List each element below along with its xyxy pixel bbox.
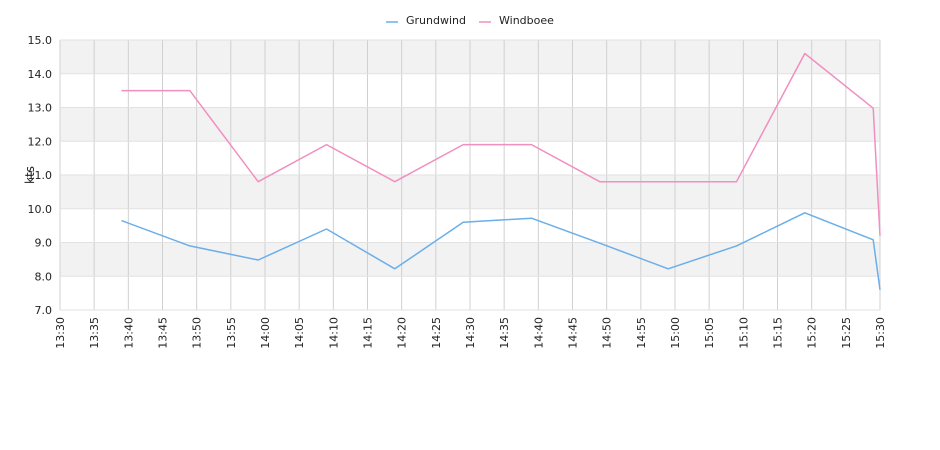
legend-label: Grundwind [406, 14, 466, 27]
x-tick-label: 13:35 [88, 317, 101, 349]
x-axis-ticks: 13:30 13:35 13:40 13:45 13:50 13:55 14:00 14:05… [54, 317, 887, 349]
series-lines [121, 52, 881, 290]
x-tick-label: 14:25 [430, 317, 443, 349]
x-tick-label: 15:10 [737, 317, 750, 349]
x-tick-label: 15:25 [840, 317, 853, 349]
y-tick-label: 11.0 [28, 169, 53, 182]
y-tick-label: 12.0 [28, 135, 53, 148]
x-tick-label: 14:10 [327, 317, 340, 349]
y-grid-lines [60, 39, 880, 311]
x-tick-label: 14:15 [362, 317, 375, 349]
x-tick-label: 14:30 [464, 317, 477, 349]
legend: Grundwind Windboee [386, 14, 554, 27]
y-tick-label: 15.0 [28, 34, 53, 47]
x-tick-label: 14:00 [259, 317, 272, 349]
x-tick-label: 15:00 [669, 317, 682, 349]
y-tick-label: 13.0 [28, 102, 53, 115]
x-tick-label: 15:20 [806, 317, 819, 349]
x-tick-label: 15:05 [703, 317, 716, 349]
y-tick-label: 8.0 [35, 270, 53, 283]
x-tick-label: 15:15 [772, 317, 785, 349]
x-tick-label: 14:35 [498, 317, 511, 349]
x-tick-label: 14:50 [601, 317, 614, 349]
x-tick-label: 14:45 [567, 317, 580, 349]
x-tick-label: 13:40 [122, 317, 135, 349]
legend-label: Windboee [499, 14, 554, 27]
x-tick-label: 14:55 [635, 317, 648, 349]
y-tick-label: 9.0 [35, 237, 53, 250]
x-tick-label: 14:20 [396, 317, 409, 349]
x-tick-label: 14:40 [532, 317, 545, 349]
x-tick-label: 13:45 [157, 317, 170, 349]
x-tick-label: 13:50 [191, 317, 204, 349]
y-tick-label: 7.0 [35, 304, 53, 317]
x-tick-label: 13:30 [54, 317, 67, 349]
y-tick-label: 14.0 [28, 68, 53, 81]
x-tick-label: 14:05 [293, 317, 306, 349]
y-tick-label: 10.0 [28, 203, 53, 216]
series-line-windboee [121, 52, 881, 236]
x-tick-label: 13:55 [225, 317, 238, 349]
x-tick-label: 15:30 [874, 317, 887, 349]
y-axis-title: kts [23, 166, 37, 184]
series-line-grundwind [121, 212, 881, 290]
y-axis-ticks: 7.0 8.0 9.0 10.0 11.0 12.0 13.0 14.0 15.0 [28, 34, 53, 317]
